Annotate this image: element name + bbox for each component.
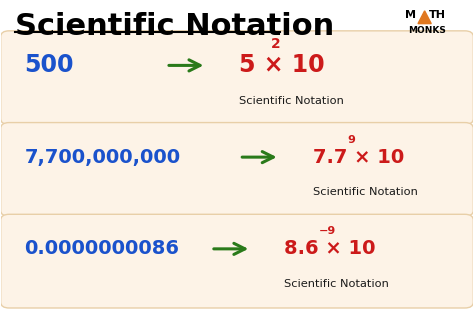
Text: Scientific Notation: Scientific Notation (15, 12, 334, 41)
Polygon shape (418, 11, 431, 24)
Text: −9: −9 (319, 226, 336, 237)
FancyBboxPatch shape (0, 123, 474, 216)
Text: Scientific Notation: Scientific Notation (284, 279, 389, 289)
Text: MONKS: MONKS (409, 26, 447, 35)
FancyBboxPatch shape (0, 31, 474, 125)
Text: TH: TH (429, 10, 447, 20)
FancyBboxPatch shape (0, 214, 474, 308)
Text: 9: 9 (347, 135, 355, 145)
Text: Scientific Notation: Scientific Notation (313, 187, 418, 197)
Text: Scientific Notation: Scientific Notation (239, 96, 344, 106)
Text: 8.6 × 10: 8.6 × 10 (284, 240, 376, 258)
Text: 2: 2 (271, 37, 280, 51)
Text: 500: 500 (24, 53, 74, 77)
Text: 0.0000000086: 0.0000000086 (24, 240, 179, 258)
Text: 7.7 × 10: 7.7 × 10 (313, 148, 404, 166)
Text: 7,700,000,000: 7,700,000,000 (24, 148, 181, 166)
Text: M: M (405, 10, 416, 20)
Text: 5 × 10: 5 × 10 (239, 53, 325, 77)
